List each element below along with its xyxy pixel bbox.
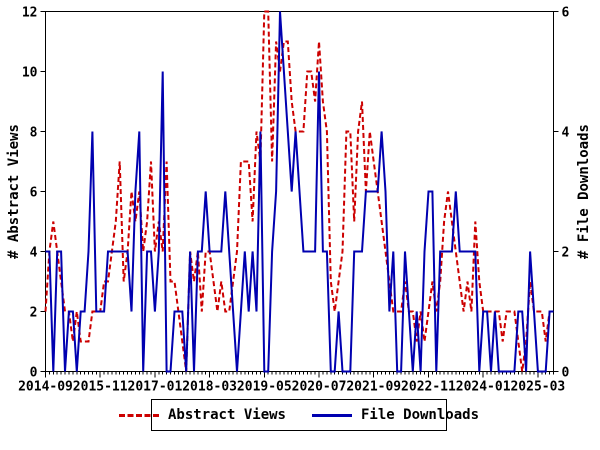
legend: Abstract Views File Downloads bbox=[118, 399, 479, 431]
x-axis-tick-label: 2018-03 bbox=[182, 380, 237, 395]
legend-dashed-line-sample bbox=[118, 413, 159, 417]
left-axis-tick-label: 0 bbox=[30, 366, 38, 381]
left-axis-tick-label: 8 bbox=[30, 126, 38, 141]
left-axis-tick-label: 2 bbox=[30, 306, 38, 321]
legend-solid-line-sample bbox=[312, 413, 352, 417]
right-axis-tick-label: 2 bbox=[562, 246, 570, 261]
x-axis-tick-label: 2017-01 bbox=[128, 380, 183, 395]
right-axis-tick-label: 0 bbox=[562, 366, 570, 381]
x-axis-tick-label: 2014-09 bbox=[18, 380, 73, 395]
x-axis-tick-label: 2020-07 bbox=[292, 380, 347, 395]
left-axis-tick-label: 6 bbox=[30, 186, 38, 201]
legend-label-abstract-views: Abstract Views bbox=[167, 407, 286, 423]
x-axis-tick-label: 2025-03 bbox=[510, 380, 565, 395]
x-axis-tick-label: 2022-11 bbox=[401, 380, 456, 395]
left-axis-tick-label: 4 bbox=[30, 246, 38, 261]
x-axis-tick-label: 2021-09 bbox=[346, 380, 401, 395]
series-line-solid bbox=[45, 11, 554, 373]
x-axis-tick-label: 2015-11 bbox=[73, 380, 128, 395]
right-axis-title: # File Downloads bbox=[576, 124, 592, 259]
left-axis-tick-label: 12 bbox=[22, 6, 38, 21]
series-line-dashed bbox=[44, 10, 554, 372]
x-axis-tick-label: 2019-05 bbox=[237, 380, 292, 395]
left-axis-tick-label: 10 bbox=[22, 66, 38, 81]
legend-item-abstract-views: Abstract Views bbox=[118, 407, 286, 423]
left-axis-title: # Abstract Views bbox=[6, 124, 22, 259]
right-axis-tick-label: 6 bbox=[562, 6, 570, 21]
right-axis-tick-label: 4 bbox=[562, 126, 570, 141]
legend-label-file-downloads: File Downloads bbox=[361, 407, 480, 423]
x-axis-tick-label: 2024-01 bbox=[456, 380, 511, 395]
legend-item-file-downloads: File Downloads bbox=[312, 407, 479, 423]
